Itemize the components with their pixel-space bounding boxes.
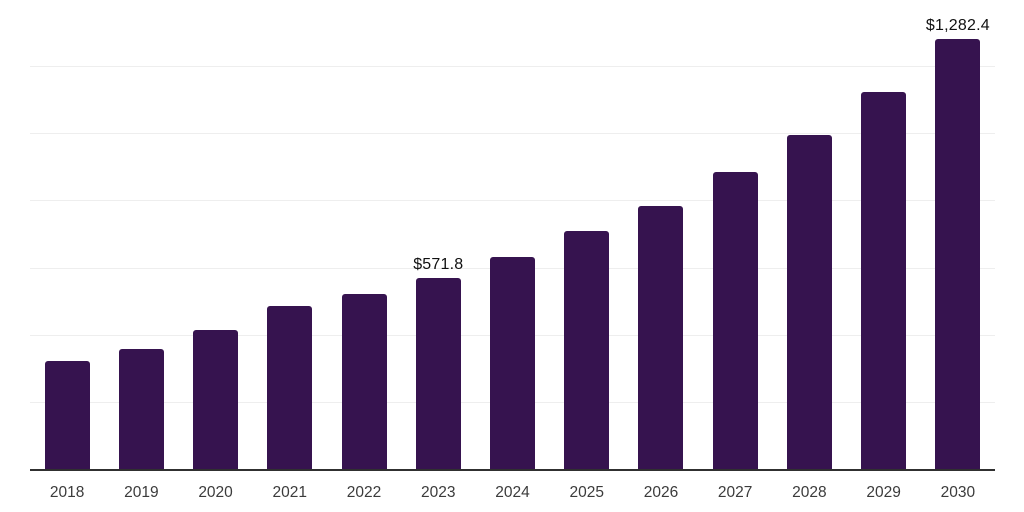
x-tick-label-2026: 2026 (643, 484, 679, 501)
x-tick-label-2028: 2028 (792, 484, 827, 501)
bar-2019 (118, 349, 164, 470)
bar-2023 (415, 278, 461, 470)
gridline-800 (30, 200, 995, 202)
x-tick-label-2029: 2029 (866, 484, 901, 501)
x-tick-label-2019: 2019 (124, 484, 159, 501)
x-tick-label-2027: 2027 (717, 484, 753, 501)
bar-2025 (564, 230, 610, 470)
bar-2027 (712, 171, 758, 470)
bar-2026 (638, 206, 684, 470)
bar-2028 (786, 134, 832, 470)
bar-2029 (861, 91, 907, 470)
bar-2022 (341, 294, 387, 470)
bar-2030 (935, 39, 981, 470)
value-label-2023: $571.8 (413, 256, 464, 274)
bar-2024 (490, 257, 535, 470)
x-tick-label-2025: 2025 (569, 484, 604, 501)
gridline-1000 (30, 133, 995, 135)
bar-2021 (267, 305, 313, 470)
x-tick-label-2020: 2020 (198, 484, 233, 501)
bar-2018 (44, 360, 90, 470)
x-tick-label-2023: 2023 (421, 484, 456, 501)
gridline-1200 (30, 66, 995, 68)
x-axis-line (30, 469, 995, 471)
x-tick-label-2030: 2030 (940, 484, 976, 501)
x-tick-label-2021: 2021 (272, 484, 308, 501)
bar-2020 (193, 330, 239, 470)
x-tick-label-2022: 2022 (346, 484, 382, 501)
value-label-2030: $1,282.4 (925, 17, 990, 35)
x-tick-label-2018: 2018 (49, 484, 85, 501)
x-tick-label-2024: 2024 (495, 484, 530, 501)
